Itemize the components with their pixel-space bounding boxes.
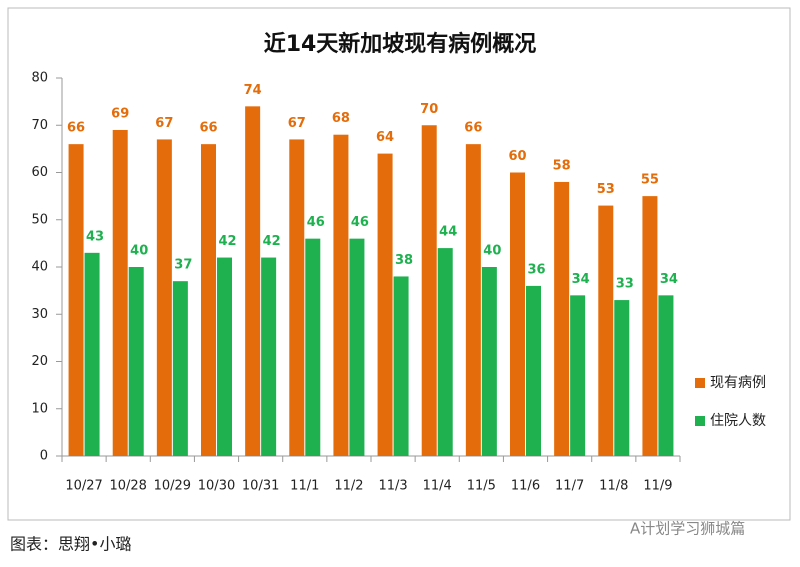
x-tick-label: 11/6 xyxy=(511,479,540,494)
value-label: 74 xyxy=(244,83,262,98)
value-label: 67 xyxy=(155,116,173,131)
legend-label: 现有病例 xyxy=(710,375,766,391)
bar xyxy=(201,144,216,456)
value-label: 44 xyxy=(439,225,457,240)
x-tick-label: 10/30 xyxy=(198,479,235,494)
bar xyxy=(421,125,437,456)
bar xyxy=(614,300,630,456)
y-tick-label: 40 xyxy=(31,260,48,275)
value-label: 53 xyxy=(597,182,615,197)
value-label: 58 xyxy=(553,158,571,173)
bar xyxy=(554,181,570,456)
bar xyxy=(172,281,188,456)
bar xyxy=(465,144,481,456)
value-label: 46 xyxy=(351,215,369,230)
value-label: 40 xyxy=(130,244,148,259)
caption: 图表：思翔•小璐 xyxy=(10,535,131,554)
chart-title: 近14天新加坡现有病例概况 xyxy=(264,31,537,57)
y-tick-label: 20 xyxy=(31,354,48,369)
x-tick-label: 11/9 xyxy=(643,479,672,494)
value-label: 36 xyxy=(527,262,545,277)
y-tick-label: 60 xyxy=(31,165,48,180)
y-tick-label: 0 xyxy=(40,449,48,464)
bar xyxy=(526,285,541,456)
x-tick-label: 11/7 xyxy=(555,479,584,494)
bar xyxy=(481,267,497,456)
bar xyxy=(658,295,674,456)
value-label: 70 xyxy=(420,102,438,117)
bar xyxy=(570,295,586,456)
value-label: 34 xyxy=(572,272,590,287)
bar xyxy=(245,106,261,456)
value-label: 55 xyxy=(641,173,659,188)
x-tick-label: 11/8 xyxy=(599,479,628,494)
bar xyxy=(305,238,321,456)
value-label: 67 xyxy=(288,116,306,131)
bar xyxy=(393,276,409,456)
value-label: 37 xyxy=(174,258,192,273)
bar xyxy=(128,267,144,456)
value-label: 33 xyxy=(616,277,634,292)
y-tick-label: 70 xyxy=(31,118,48,133)
bar xyxy=(68,144,84,456)
value-label: 60 xyxy=(508,149,526,164)
x-tick-label: 11/1 xyxy=(290,479,319,494)
x-tick-label: 11/2 xyxy=(334,479,363,494)
value-label: 43 xyxy=(86,229,104,244)
y-tick-label: 50 xyxy=(31,212,48,227)
x-tick-label: 11/5 xyxy=(467,479,496,494)
bar xyxy=(112,129,128,456)
value-label: 66 xyxy=(67,121,85,136)
value-label: 66 xyxy=(464,121,482,136)
value-label: 66 xyxy=(199,121,217,136)
x-tick-label: 10/29 xyxy=(154,479,191,494)
x-tick-label: 10/27 xyxy=(65,479,102,494)
legend-swatch xyxy=(695,416,705,426)
value-label: 42 xyxy=(263,234,281,249)
bar xyxy=(156,139,172,457)
value-label: 40 xyxy=(483,244,501,259)
value-label: 64 xyxy=(376,130,394,145)
value-label: 68 xyxy=(332,111,350,126)
bar xyxy=(84,252,100,456)
bar xyxy=(261,257,277,456)
y-tick-label: 10 xyxy=(31,401,48,416)
value-label: 34 xyxy=(660,272,678,287)
bar xyxy=(333,134,349,456)
bar xyxy=(510,172,525,456)
bar xyxy=(289,139,305,457)
bar xyxy=(598,205,614,456)
value-label: 69 xyxy=(111,106,129,121)
value-label: 46 xyxy=(307,215,325,230)
x-tick-label: 10/28 xyxy=(109,479,146,494)
bar xyxy=(642,196,658,456)
legend-label: 住院人数 xyxy=(710,413,766,429)
x-tick-label: 11/3 xyxy=(378,479,407,494)
bar xyxy=(377,153,393,456)
x-tick-label: 10/31 xyxy=(242,479,279,494)
watermark: A计划学习狮城篇 xyxy=(630,520,745,538)
value-label: 38 xyxy=(395,253,413,268)
bar xyxy=(217,257,232,456)
y-tick-label: 80 xyxy=(31,71,48,86)
x-tick-label: 11/4 xyxy=(423,479,452,494)
y-tick-label: 30 xyxy=(31,307,48,322)
value-label: 42 xyxy=(218,234,236,249)
legend-swatch xyxy=(695,378,705,388)
bar xyxy=(349,238,365,456)
bar xyxy=(437,248,453,456)
